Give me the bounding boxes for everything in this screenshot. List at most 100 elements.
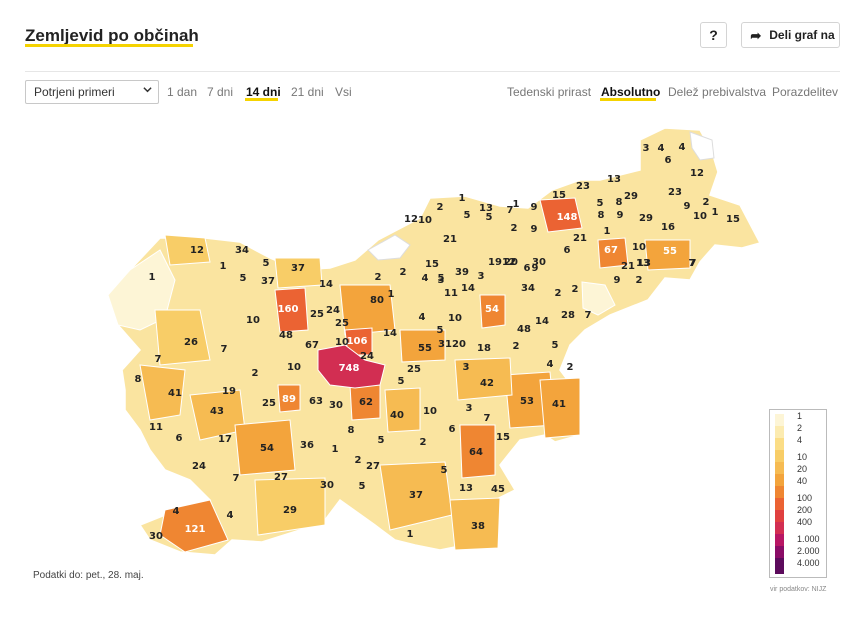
tab-mode-tedenski-prirast[interactable]: Tedenski prirast [507, 85, 592, 99]
map-label: 21 [573, 233, 587, 244]
map-label: 6 [524, 263, 531, 274]
map-label: 6 [176, 433, 183, 444]
share-arrow-icon: ➦ [750, 27, 762, 43]
map-label: 16 [661, 222, 675, 233]
legend-label: 4.000 [797, 558, 820, 568]
map-label: 2 [511, 223, 518, 234]
legend-swatch [775, 546, 784, 558]
map-label: 121 [185, 524, 206, 535]
page-title: Zemljevid po občinah [25, 26, 199, 45]
legend-swatch [775, 558, 784, 574]
region-east-b [539, 377, 581, 439]
map-label: 12 [690, 168, 704, 179]
legend-label: 40 [797, 476, 808, 486]
legend-swatch [775, 426, 784, 438]
map-label: 748 [339, 363, 360, 374]
map-label: 89 [282, 394, 296, 405]
map-label: 41 [168, 388, 182, 399]
map-label: 11 [444, 288, 458, 299]
legend-label: 10 [797, 452, 808, 462]
map-label: 28 [561, 310, 575, 321]
map-label: 40 [390, 410, 404, 421]
map-label: 2 [567, 362, 574, 373]
map-label: 9 [531, 224, 538, 235]
tab-range-21-dni[interactable]: 21 dni [291, 85, 324, 99]
tab-range-1-dan[interactable]: 1 dan [167, 85, 198, 99]
region-center-orange [339, 284, 396, 336]
map-label: 8 [616, 197, 623, 208]
map-label: 12 [404, 214, 418, 225]
map-label: 30 [320, 480, 334, 491]
tab-mode-porazdelitev[interactable]: Porazdelitev [772, 85, 839, 99]
map-label: 10 [418, 215, 432, 226]
legend-label: 400 [797, 517, 813, 527]
map-label: 29 [624, 191, 638, 202]
map-label: 1 [388, 289, 395, 300]
tab-mode-absolutno[interactable]: Absolutno [601, 85, 661, 99]
map-label: 62 [359, 397, 373, 408]
map-label: 10 [448, 313, 462, 324]
region-north-center [274, 257, 323, 289]
region-orange-121 [159, 499, 229, 553]
tab-range-14-dni[interactable]: 14 dni [246, 85, 281, 99]
map-label: 3 [438, 275, 445, 286]
map-label: 14 [383, 328, 397, 339]
map-label: 55 [663, 246, 677, 257]
legend-label: 20 [797, 464, 808, 474]
map-label: 4 [547, 359, 554, 370]
map-label: 5 [263, 258, 270, 269]
legend-swatch [775, 486, 784, 498]
map-label: 6 [449, 424, 456, 435]
map-label: 1 [220, 261, 227, 272]
map-label: 5 [552, 340, 559, 351]
map-label: 6 [564, 245, 571, 256]
map-label: 4 [173, 506, 180, 517]
map-label: 14 [535, 316, 549, 327]
map-label: 29 [283, 505, 297, 516]
slovenia-municipality-map[interactable]: 3 4 4 6 13 12 15 23 5 29 23 8 9 2 1 9 10… [100, 120, 765, 565]
map-label: 12 [502, 257, 516, 268]
map-label: 4 [227, 510, 234, 521]
map-label: 11 [149, 422, 163, 433]
map-label: 30 [532, 257, 546, 268]
map-label: 8 [598, 210, 605, 221]
map-label: 10 [632, 242, 646, 253]
legend-swatch [775, 522, 784, 534]
share-button[interactable]: ➦ Deli graf na [741, 22, 840, 48]
map-label: 3 [478, 271, 485, 282]
metric-select[interactable]: Potrjeni primeri [25, 80, 159, 104]
legend-label: 4 [797, 435, 803, 445]
map-label: 37 [291, 263, 305, 274]
map-label: 6 [665, 155, 672, 166]
region-orange-67 [597, 237, 629, 269]
map-label: 9 [684, 201, 691, 212]
map-label: 9 [617, 210, 624, 221]
map-label: 2 [703, 197, 710, 208]
map-label: 12 [190, 245, 204, 256]
map-label: 5 [398, 376, 405, 387]
tab-range-7-dni[interactable]: 7 dni [207, 85, 234, 99]
map-label: 7 [585, 310, 592, 321]
region-northeast-orange [539, 197, 583, 233]
map-label: 15 [425, 259, 439, 270]
legend-swatch [775, 450, 784, 462]
map-label: 34 [235, 245, 249, 256]
active-range-underline [245, 98, 278, 101]
tab-mode-delez-prebivalstva[interactable]: Delež prebivalstva [668, 85, 767, 99]
map-label: 1 [513, 199, 520, 210]
map-label: 27 [366, 461, 380, 472]
tab-range-vsi[interactable]: Vsi [335, 85, 352, 99]
legend-swatch [775, 438, 784, 450]
map-label: 2 [437, 202, 444, 213]
map-label: 4 [419, 312, 426, 323]
map-label: 7 [221, 344, 228, 355]
help-button[interactable]: ? [700, 22, 727, 48]
map-label: 80 [370, 295, 384, 306]
map-label: 48 [517, 324, 531, 335]
data-source-note: vir podatkov: NIJZ [770, 586, 827, 593]
map-label: 42 [480, 378, 494, 389]
map-label: 2 [572, 284, 579, 295]
map-label: 5 [464, 210, 471, 221]
map-label: 67 [604, 245, 618, 256]
map-label: 67 [305, 340, 319, 351]
